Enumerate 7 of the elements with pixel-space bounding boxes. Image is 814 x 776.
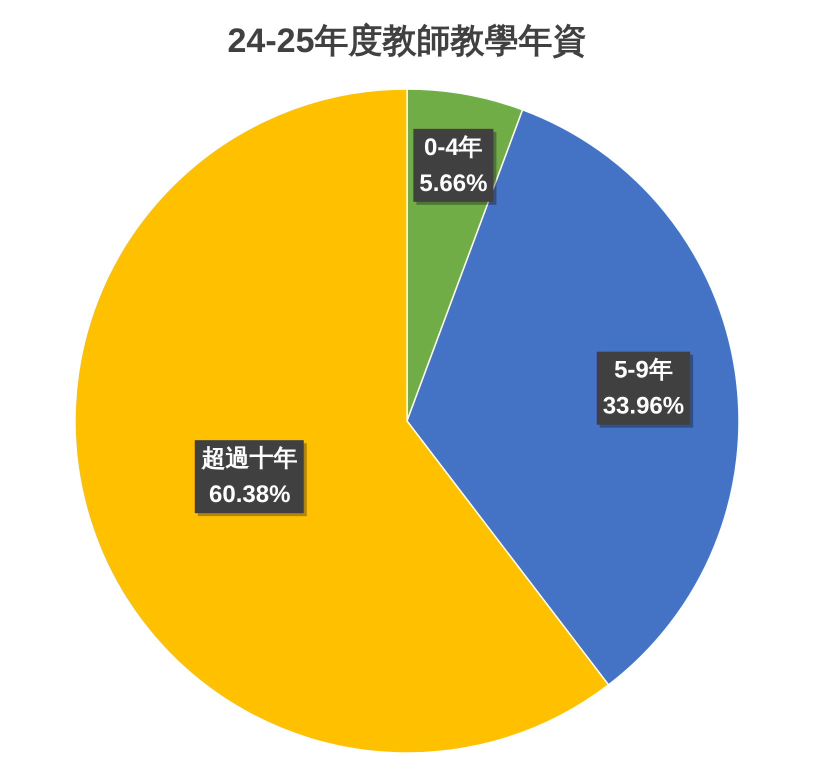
slice-label: 5-9年 [614, 356, 673, 384]
slice-label: 0-4年 [424, 134, 483, 161]
title: 24-25年度教師教學年資 [228, 22, 586, 60]
data-label: 60.38% [209, 481, 290, 508]
slice-label: 超過十年 [200, 445, 298, 472]
data-label: 5.66% [419, 170, 488, 197]
data-label: 33.96% [602, 392, 684, 420]
